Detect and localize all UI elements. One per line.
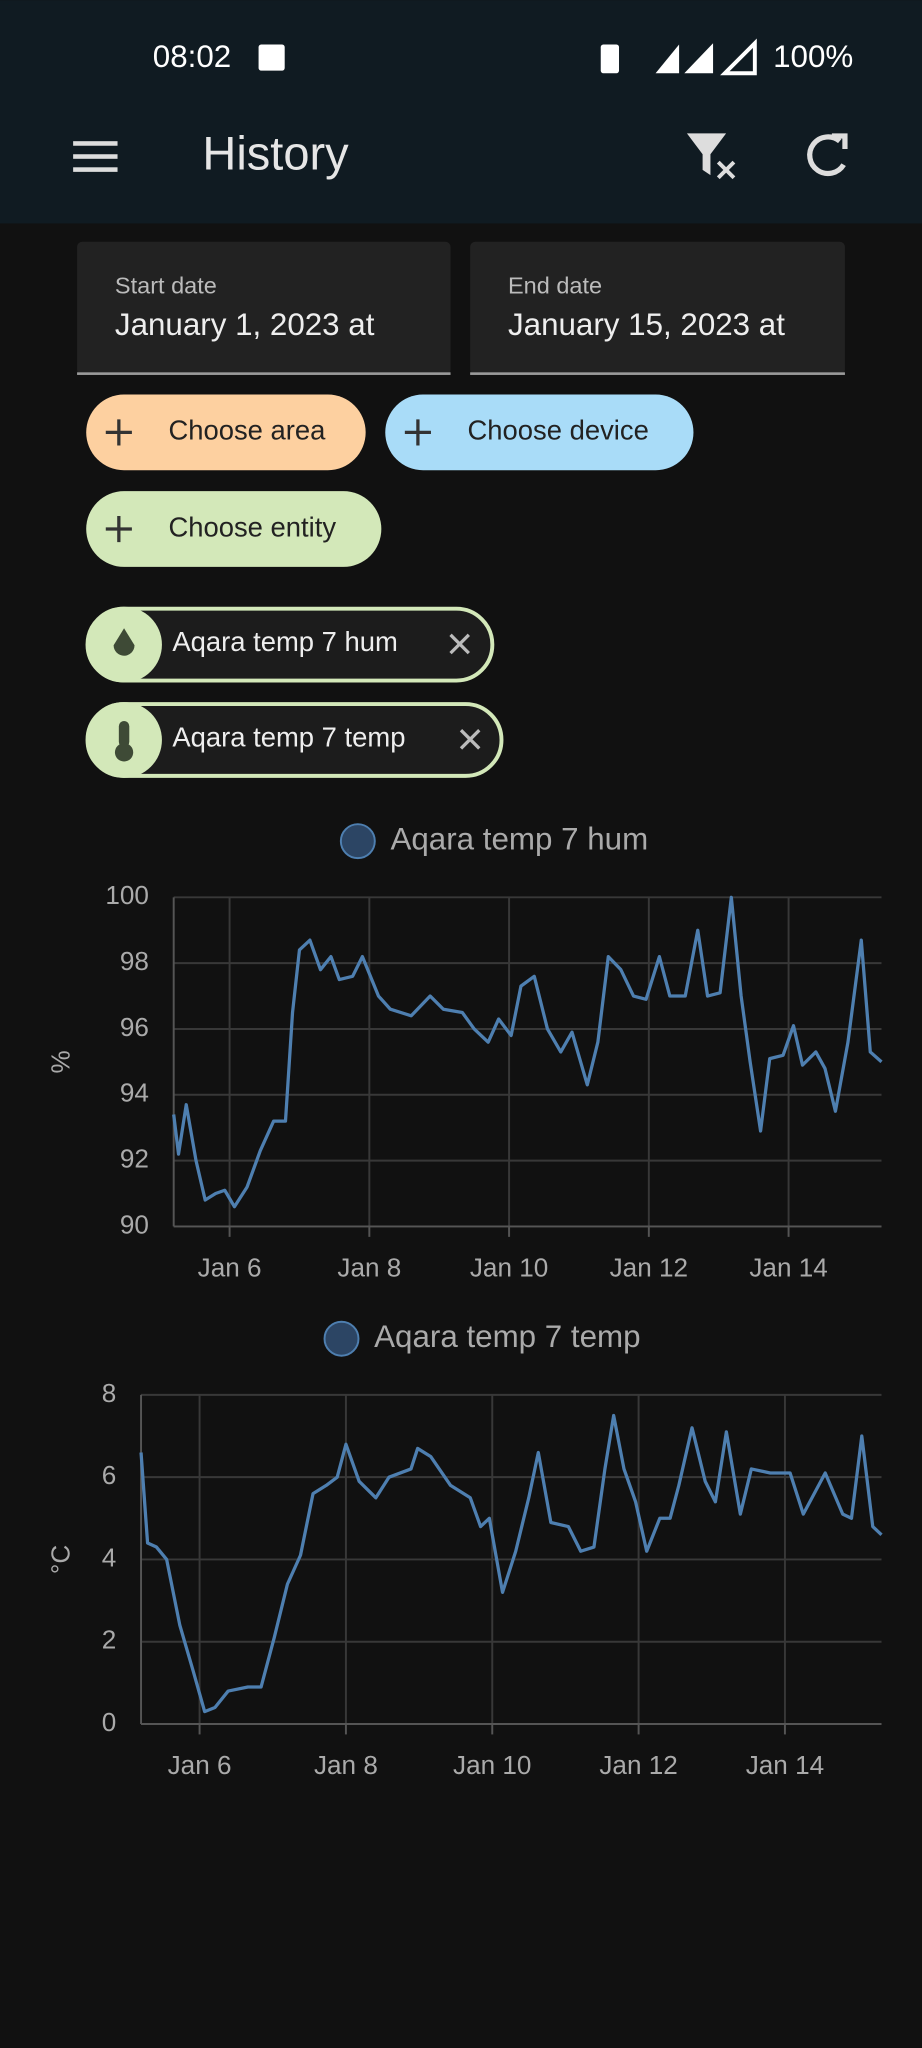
status-time: 08:02 <box>153 39 231 74</box>
field-value: January 1, 2023 at <box>115 307 375 342</box>
x-tick-label: Jan 12 <box>599 1750 677 1780</box>
signal-icon-2 <box>720 38 757 76</box>
legend-swatch <box>339 823 376 860</box>
charts: 90 92 94 96 98 100 Jan 6 Jan 8 Jan 10 Jan 12 Jan 1… <box>46 821 883 1780</box>
choose-area-chip[interactable]: Choose area <box>86 394 366 471</box>
plus-icon <box>105 419 132 446</box>
x-tick-label: Jan 10 <box>470 1252 548 1282</box>
y-tick-label: 94 <box>120 1078 149 1108</box>
x-tick-label: Jan 6 <box>198 1252 262 1282</box>
x-tick-label: Jan 8 <box>314 1750 378 1780</box>
clear-filter-button[interactable] <box>686 133 727 176</box>
data-line <box>172 895 883 1209</box>
y-tick-label: 90 <box>120 1209 149 1239</box>
selected-entity-chip[interactable]: Aqara temp 7 hum <box>85 606 495 683</box>
humidity-icon <box>113 628 135 656</box>
legend-label: Aqara temp 7 hum <box>390 821 648 856</box>
end-date-field[interactable]: End date January 15, 2023 at <box>470 241 845 375</box>
chip-label: Aqara temp 7 hum <box>172 626 397 657</box>
y-tick-label: 96 <box>120 1012 149 1042</box>
chip-bg <box>86 491 382 567</box>
start-date-field[interactable]: Start date January 1, 2023 at <box>77 241 451 375</box>
wifi-icon <box>655 44 680 74</box>
x-tick-label: Jan 14 <box>746 1750 824 1780</box>
chip-label: Choose device <box>468 415 649 446</box>
app-title: History <box>202 126 349 179</box>
y-axis-label: % <box>46 1050 76 1073</box>
field-value: January 15, 2023 at <box>508 307 785 342</box>
choose-device-chip[interactable]: Choose device <box>385 394 694 471</box>
vibrate-icon <box>600 44 620 74</box>
field-underline <box>470 372 845 375</box>
menu-line <box>73 167 118 172</box>
clear-icon <box>716 160 736 180</box>
plus-icon <box>404 419 431 446</box>
field-bg <box>77 241 451 375</box>
chip-label: Choose entity <box>168 511 336 542</box>
menu-button[interactable] <box>73 141 118 172</box>
y-tick-label: 98 <box>120 946 149 976</box>
plus-icon <box>105 515 132 543</box>
refresh-button[interactable] <box>807 134 846 177</box>
selected-entity-chip[interactable]: Aqara temp 7 temp <box>85 702 504 778</box>
x-tick-label: Jan 6 <box>168 1750 232 1780</box>
y-tick-label: 6 <box>102 1460 117 1490</box>
chip-label: Aqara temp 7 temp <box>172 722 405 753</box>
menu-line <box>73 154 118 159</box>
y-tick-label: 0 <box>102 1707 117 1737</box>
y-tick-label: 2 <box>102 1625 117 1655</box>
remove-button[interactable] <box>459 729 481 750</box>
legend-swatch <box>323 1320 360 1357</box>
y-tick-label: 4 <box>102 1542 117 1572</box>
y-tick-label: 100 <box>105 880 149 910</box>
choose-entity-chip[interactable]: Choose entity <box>86 491 382 567</box>
x-tick-label: Jan 10 <box>453 1750 531 1780</box>
x-tick-label: Jan 8 <box>337 1252 401 1282</box>
y-tick-label: 8 <box>102 1378 117 1408</box>
legend-label: Aqara temp 7 temp <box>374 1319 640 1354</box>
refresh-arrow <box>831 133 848 150</box>
y-axis-label: °C <box>46 1545 76 1574</box>
y-tick-label: 92 <box>120 1143 149 1173</box>
remove-button[interactable] <box>449 633 470 655</box>
x-tick-label: Jan 12 <box>610 1252 688 1282</box>
app-header <box>0 0 922 224</box>
chip-bg <box>385 394 694 471</box>
thermometer-bulb <box>114 743 134 762</box>
thermometer-icon <box>118 721 130 748</box>
status-battery: 100% <box>773 39 853 74</box>
x-tick-label: Jan 14 <box>749 1252 827 1282</box>
field-underline <box>77 372 451 375</box>
chip-bg <box>86 394 366 471</box>
gallery-icon <box>258 44 285 71</box>
field-label: End date <box>508 273 602 299</box>
menu-line <box>73 141 118 146</box>
data-line <box>139 1413 883 1714</box>
field-bg <box>470 241 845 375</box>
field-label: Start date <box>115 273 217 299</box>
chip-label: Choose area <box>168 415 326 446</box>
